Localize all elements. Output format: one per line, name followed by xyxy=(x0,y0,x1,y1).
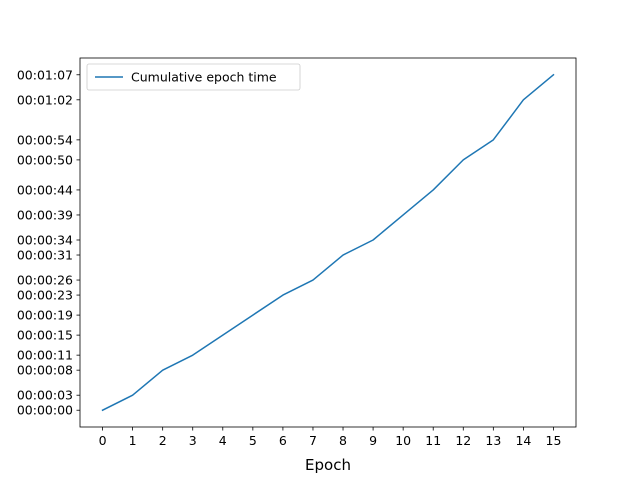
y-tick-label: 00:01:07 xyxy=(17,67,73,82)
y-tick-label: 00:00:23 xyxy=(17,288,73,303)
y-tick-label: 00:00:19 xyxy=(17,308,73,323)
x-tick-label: 9 xyxy=(369,433,377,448)
x-axis-label: Epoch xyxy=(305,456,351,474)
y-tick-label: 00:01:02 xyxy=(17,92,73,107)
x-tick-label: 11 xyxy=(425,433,441,448)
legend-label-0: Cumulative epoch time xyxy=(131,70,277,85)
x-tick-label: 10 xyxy=(395,433,411,448)
legend-box xyxy=(86,63,301,91)
y-tick-label: 00:00:44 xyxy=(17,182,73,197)
x-tick-label: 14 xyxy=(515,433,531,448)
y-tick-label: 00:00:26 xyxy=(17,273,73,288)
x-tick-label: 7 xyxy=(309,433,317,448)
y-tick-label: 00:00:03 xyxy=(17,388,73,403)
x-tick-label: 13 xyxy=(485,433,501,448)
y-tick-label: 00:00:50 xyxy=(17,152,73,167)
y-tick-label: 00:00:08 xyxy=(17,363,73,378)
y-tick-label: 00:00:39 xyxy=(17,207,73,222)
x-tick-label: 2 xyxy=(159,433,167,448)
y-tick-label: 00:00:34 xyxy=(17,232,73,247)
y-tick-label: 00:00:11 xyxy=(17,348,73,363)
x-tick-label: 0 xyxy=(99,433,107,448)
axes-frame xyxy=(79,57,577,428)
x-tick-label: 15 xyxy=(546,433,562,448)
legend: Cumulative epoch time xyxy=(86,63,301,91)
axes-layer: 0 1 2 3 4 5 6 7 8 9 10 11 12 13 14 1500:00:0000:00:0300… xyxy=(17,57,577,474)
series-line-0 xyxy=(101,73,555,412)
x-tick-label: 6 xyxy=(279,433,287,448)
x-tick-label: 5 xyxy=(249,433,257,448)
x-tick-label: 1 xyxy=(129,433,137,448)
x-tick-label: 12 xyxy=(455,433,471,448)
y-tick-label: 00:00:00 xyxy=(17,403,73,418)
y-tick-label: 00:00:54 xyxy=(17,132,73,147)
x-tick-label: 8 xyxy=(339,433,347,448)
x-tick-label: 4 xyxy=(219,433,227,448)
marks-layer xyxy=(101,73,555,412)
y-tick-label: 00:00:15 xyxy=(17,328,73,343)
y-tick-label: 00:00:31 xyxy=(17,248,73,263)
x-tick-label: 3 xyxy=(189,433,197,448)
